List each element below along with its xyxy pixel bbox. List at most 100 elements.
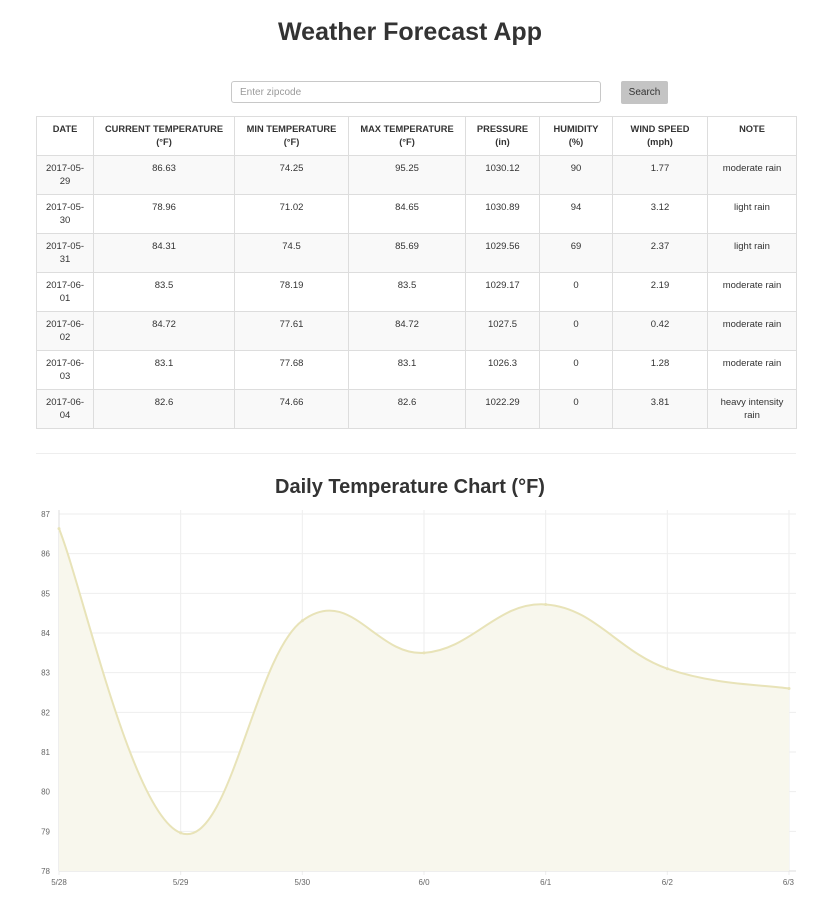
column-header-text: (°F): [399, 137, 415, 147]
table-cell: moderate rain: [707, 155, 797, 195]
table-cell: 78.96: [93, 194, 235, 234]
table-cell: 1027.5: [465, 311, 540, 351]
y-tick-label: 86: [41, 550, 50, 559]
temperature-point: [544, 602, 548, 606]
table-cell: light rain: [707, 233, 797, 273]
table-cell: 2017-06-04: [36, 389, 94, 429]
table-cell: 83.1: [348, 350, 466, 390]
y-tick-label: 81: [41, 748, 50, 757]
table-cell: moderate rain: [707, 350, 797, 390]
table-row: 2017-06-04 82.6 74.66 82.6 1022.29 0 3.81 heavy…: [36, 389, 797, 429]
table-cell: 1029.56: [465, 233, 540, 273]
temperature-point: [787, 687, 791, 691]
table-row: 2017-05-31 84.31 74.5 85.69 1029.56 69 2.37 lig…: [36, 233, 797, 273]
column-header: MIN TEMPERATURE (°F): [234, 116, 349, 156]
column-header-text: PRESSURE: [476, 124, 529, 134]
column-header-text: NOTE: [739, 124, 765, 134]
table-row: 2017-05-29 86.63 74.25 95.25 1030.12 90 1.77 mo…: [36, 155, 797, 195]
table-cell: 95.25: [348, 155, 466, 195]
table-cell: 0: [539, 389, 613, 429]
zipcode-input[interactable]: [231, 81, 601, 103]
column-header-text: WIND SPEED: [630, 124, 690, 134]
table-cell: 78.19: [234, 272, 349, 312]
table-cell: 0: [539, 272, 613, 312]
temperature-series-line: [58, 528, 790, 836]
table-cell: moderate rain: [707, 311, 797, 351]
column-header-text: MIN TEMPERATURE: [246, 124, 337, 134]
table-cell: 1022.29: [465, 389, 540, 429]
table-cell: 1029.17: [465, 272, 540, 312]
table-cell: 74.66: [234, 389, 349, 429]
x-tick-label: 5/28: [51, 878, 67, 887]
table-cell: 0: [539, 350, 613, 390]
table-cell: 2017-05-29: [36, 155, 94, 195]
column-header-text: HUMIDITY: [553, 124, 599, 134]
x-tick-label: 6/0: [418, 878, 430, 887]
y-tick-label: 84: [41, 629, 50, 638]
table-cell: 90: [539, 155, 613, 195]
table-cell: 94: [539, 194, 613, 234]
temperature-area-fill: [59, 528, 789, 871]
column-header-text: CURRENT TEMPERATURE: [104, 124, 224, 134]
table-cell: 2017-06-01: [36, 272, 94, 312]
table-cell: 86.63: [93, 155, 235, 195]
search-button[interactable]: Search: [621, 81, 668, 104]
table-body: 2017-05-29 86.63 74.25 95.25 1030.12 90 1.77 mo…: [36, 155, 797, 429]
table-cell: 1.28: [612, 350, 708, 390]
table-cell: 1030.89: [465, 194, 540, 234]
section-divider: [36, 453, 796, 454]
table-cell: 2017-06-03: [36, 350, 94, 390]
y-tick-label: 79: [41, 827, 50, 836]
x-tick-label: 6/3: [783, 878, 795, 887]
table-row: 2017-06-02 84.72 77.61 84.72 1027.5 0 0.42 mode…: [36, 311, 797, 351]
table-cell: 69: [539, 233, 613, 273]
column-header-text: (°F): [156, 137, 172, 147]
table-row: 2017-05-30 78.96 71.02 84.65 1030.89 94 3.12 li…: [36, 194, 797, 234]
table-cell: heavy intensity rain: [707, 389, 797, 429]
column-header: WIND SPEED (mph): [612, 116, 708, 156]
temperature-point: [179, 831, 183, 835]
column-header: MAX TEMPERATURE (°F): [348, 116, 466, 156]
y-tick-label: 83: [41, 669, 50, 678]
column-header: CURRENT TEMPERATURE (°F): [93, 116, 235, 156]
app-title: Weather Forecast App: [278, 18, 542, 46]
column-header-text: (%): [568, 137, 584, 147]
table-cell: 77.68: [234, 350, 349, 390]
column-header: PRESSURE (in): [465, 116, 540, 156]
table-cell: 0: [539, 311, 613, 351]
temperature-point: [422, 651, 426, 655]
column-header: NOTE: [707, 116, 797, 156]
table-cell: moderate rain: [707, 272, 797, 312]
table-cell: 82.6: [93, 389, 235, 429]
table-cell: 83.5: [93, 272, 235, 312]
table-cell: 74.25: [234, 155, 349, 195]
table-cell: 84.72: [93, 311, 235, 351]
x-tick-label: 6/1: [540, 878, 552, 887]
column-header: HUMIDITY (%): [539, 116, 613, 156]
temperature-point: [300, 619, 304, 623]
temperature-point: [665, 667, 669, 671]
table-cell: 71.02: [234, 194, 349, 234]
x-tick-label: 5/30: [295, 878, 311, 887]
table-cell: 2017-05-30: [36, 194, 94, 234]
table-cell: 77.61: [234, 311, 349, 351]
column-header: DATE: [36, 116, 94, 156]
table-row: 2017-06-03 83.1 77.68 83.1 1026.3 0 1.28 modera…: [36, 350, 797, 390]
column-header-text: DATE: [52, 124, 78, 134]
table-cell: 2017-05-31: [36, 233, 94, 273]
table-row: 2017-06-01 83.5 78.19 83.5 1029.17 0 2.19 moder…: [36, 272, 797, 312]
y-tick-label: 78: [41, 867, 50, 876]
y-tick-label: 85: [41, 589, 50, 598]
table-cell: 82.6: [348, 389, 466, 429]
table-cell: 83.5: [348, 272, 466, 312]
table-cell: 2.19: [612, 272, 708, 312]
forecast-table: DATE CURRENT TEMPERATURE (°F) MIN TEMPERATU…: [36, 116, 797, 429]
table-cell: 3.81: [612, 389, 708, 429]
table-cell: 84.31: [93, 233, 235, 273]
table-cell: 0.42: [612, 311, 708, 351]
table-cell: light rain: [707, 194, 797, 234]
y-tick-label: 80: [41, 788, 50, 797]
table-cell: 83.1: [93, 350, 235, 390]
table-cell: 2017-06-02: [36, 311, 94, 351]
table-cell: 74.5: [234, 233, 349, 273]
